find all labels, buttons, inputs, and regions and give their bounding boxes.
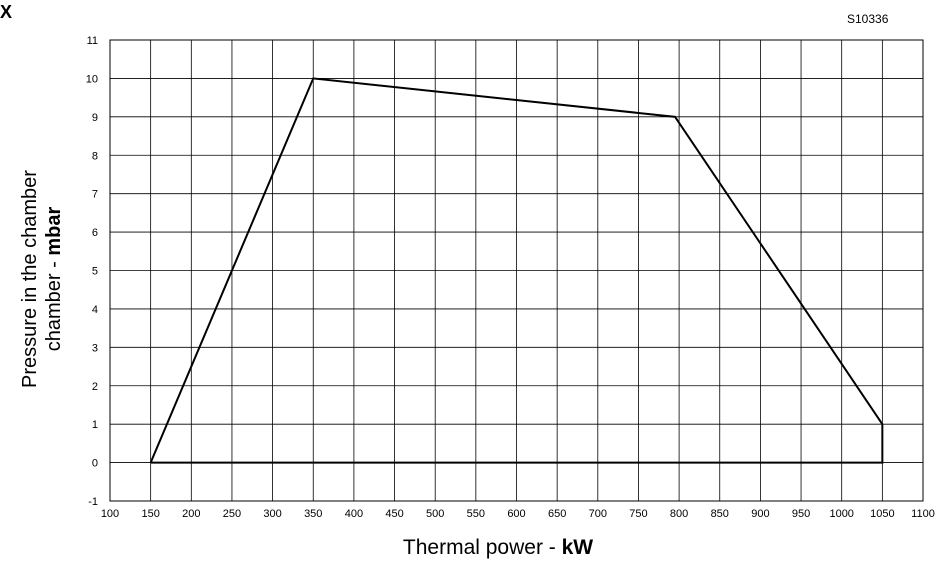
x-tick-label: 150 — [141, 508, 159, 520]
y-tick-label: 0 — [92, 458, 98, 470]
x-tick-label: 100 — [101, 508, 119, 520]
series — [149, 77, 884, 464]
x-tick-label: 1050 — [870, 508, 894, 520]
series-line — [149, 77, 884, 464]
x-tick-label: 250 — [223, 508, 241, 520]
x-tick-label: 400 — [345, 508, 363, 520]
y-axis-label-line2: chamber - mbar — [42, 69, 66, 489]
x-tick-label: 350 — [304, 508, 322, 520]
x-tick-label: 450 — [385, 508, 403, 520]
y-tick-label: 4 — [92, 304, 98, 316]
x-tick-label: 700 — [589, 508, 607, 520]
x-tick-label: 550 — [467, 508, 485, 520]
y-tick-label: 7 — [92, 189, 98, 201]
y-tick-label: 1 — [92, 419, 98, 431]
x-axis-label: Thermal power - kW — [0, 536, 936, 560]
x-axis-unit: kW — [561, 536, 594, 559]
x-tick-label: 950 — [792, 508, 810, 520]
y-axis-unit: mbar — [43, 206, 65, 256]
y-tick-label: 3 — [92, 342, 98, 354]
x-tick-label: 800 — [670, 508, 688, 520]
plot-frame — [109, 39, 924, 502]
x-axis-label-text: Thermal power - — [402, 536, 562, 559]
y-tick-label: 9 — [92, 112, 98, 124]
x-tick-label: 500 — [426, 508, 444, 520]
x-tick-label: 200 — [182, 508, 200, 520]
y-tick-label: 5 — [92, 266, 98, 278]
y-tick-label: 2 — [92, 381, 98, 393]
x-tick-label: 750 — [629, 508, 647, 520]
x-tick-label: 1000 — [829, 508, 853, 520]
x-tick-label: 650 — [548, 508, 566, 520]
y-tick-label: 11 — [87, 35, 98, 47]
y-axis-label-line2-text: chamber - — [43, 255, 65, 352]
y-tick-label: 6 — [92, 227, 98, 239]
y-axis-label: Pressure in the chamber chamber - mbar — [18, 69, 66, 489]
y-tick-label: 8 — [92, 150, 98, 162]
x-tick-label: 300 — [263, 508, 281, 520]
x-tick-label: 900 — [751, 508, 769, 520]
x-tick-label: 1100 — [911, 508, 935, 520]
figure-code: S10336 — [847, 12, 889, 26]
x-tick-label: 850 — [711, 508, 729, 520]
y-tick-label: -1 — [88, 496, 98, 508]
tick-labels: 100 150 200 250 300 350 400 450 500 550 600 650 700 7… — [86, 35, 935, 520]
y-tick-label: 10 — [86, 73, 98, 85]
y-axis-label-line1: Pressure in the chamber — [19, 170, 41, 388]
x-tick-label: 600 — [507, 508, 525, 520]
corner-mark: X — [0, 2, 13, 22]
